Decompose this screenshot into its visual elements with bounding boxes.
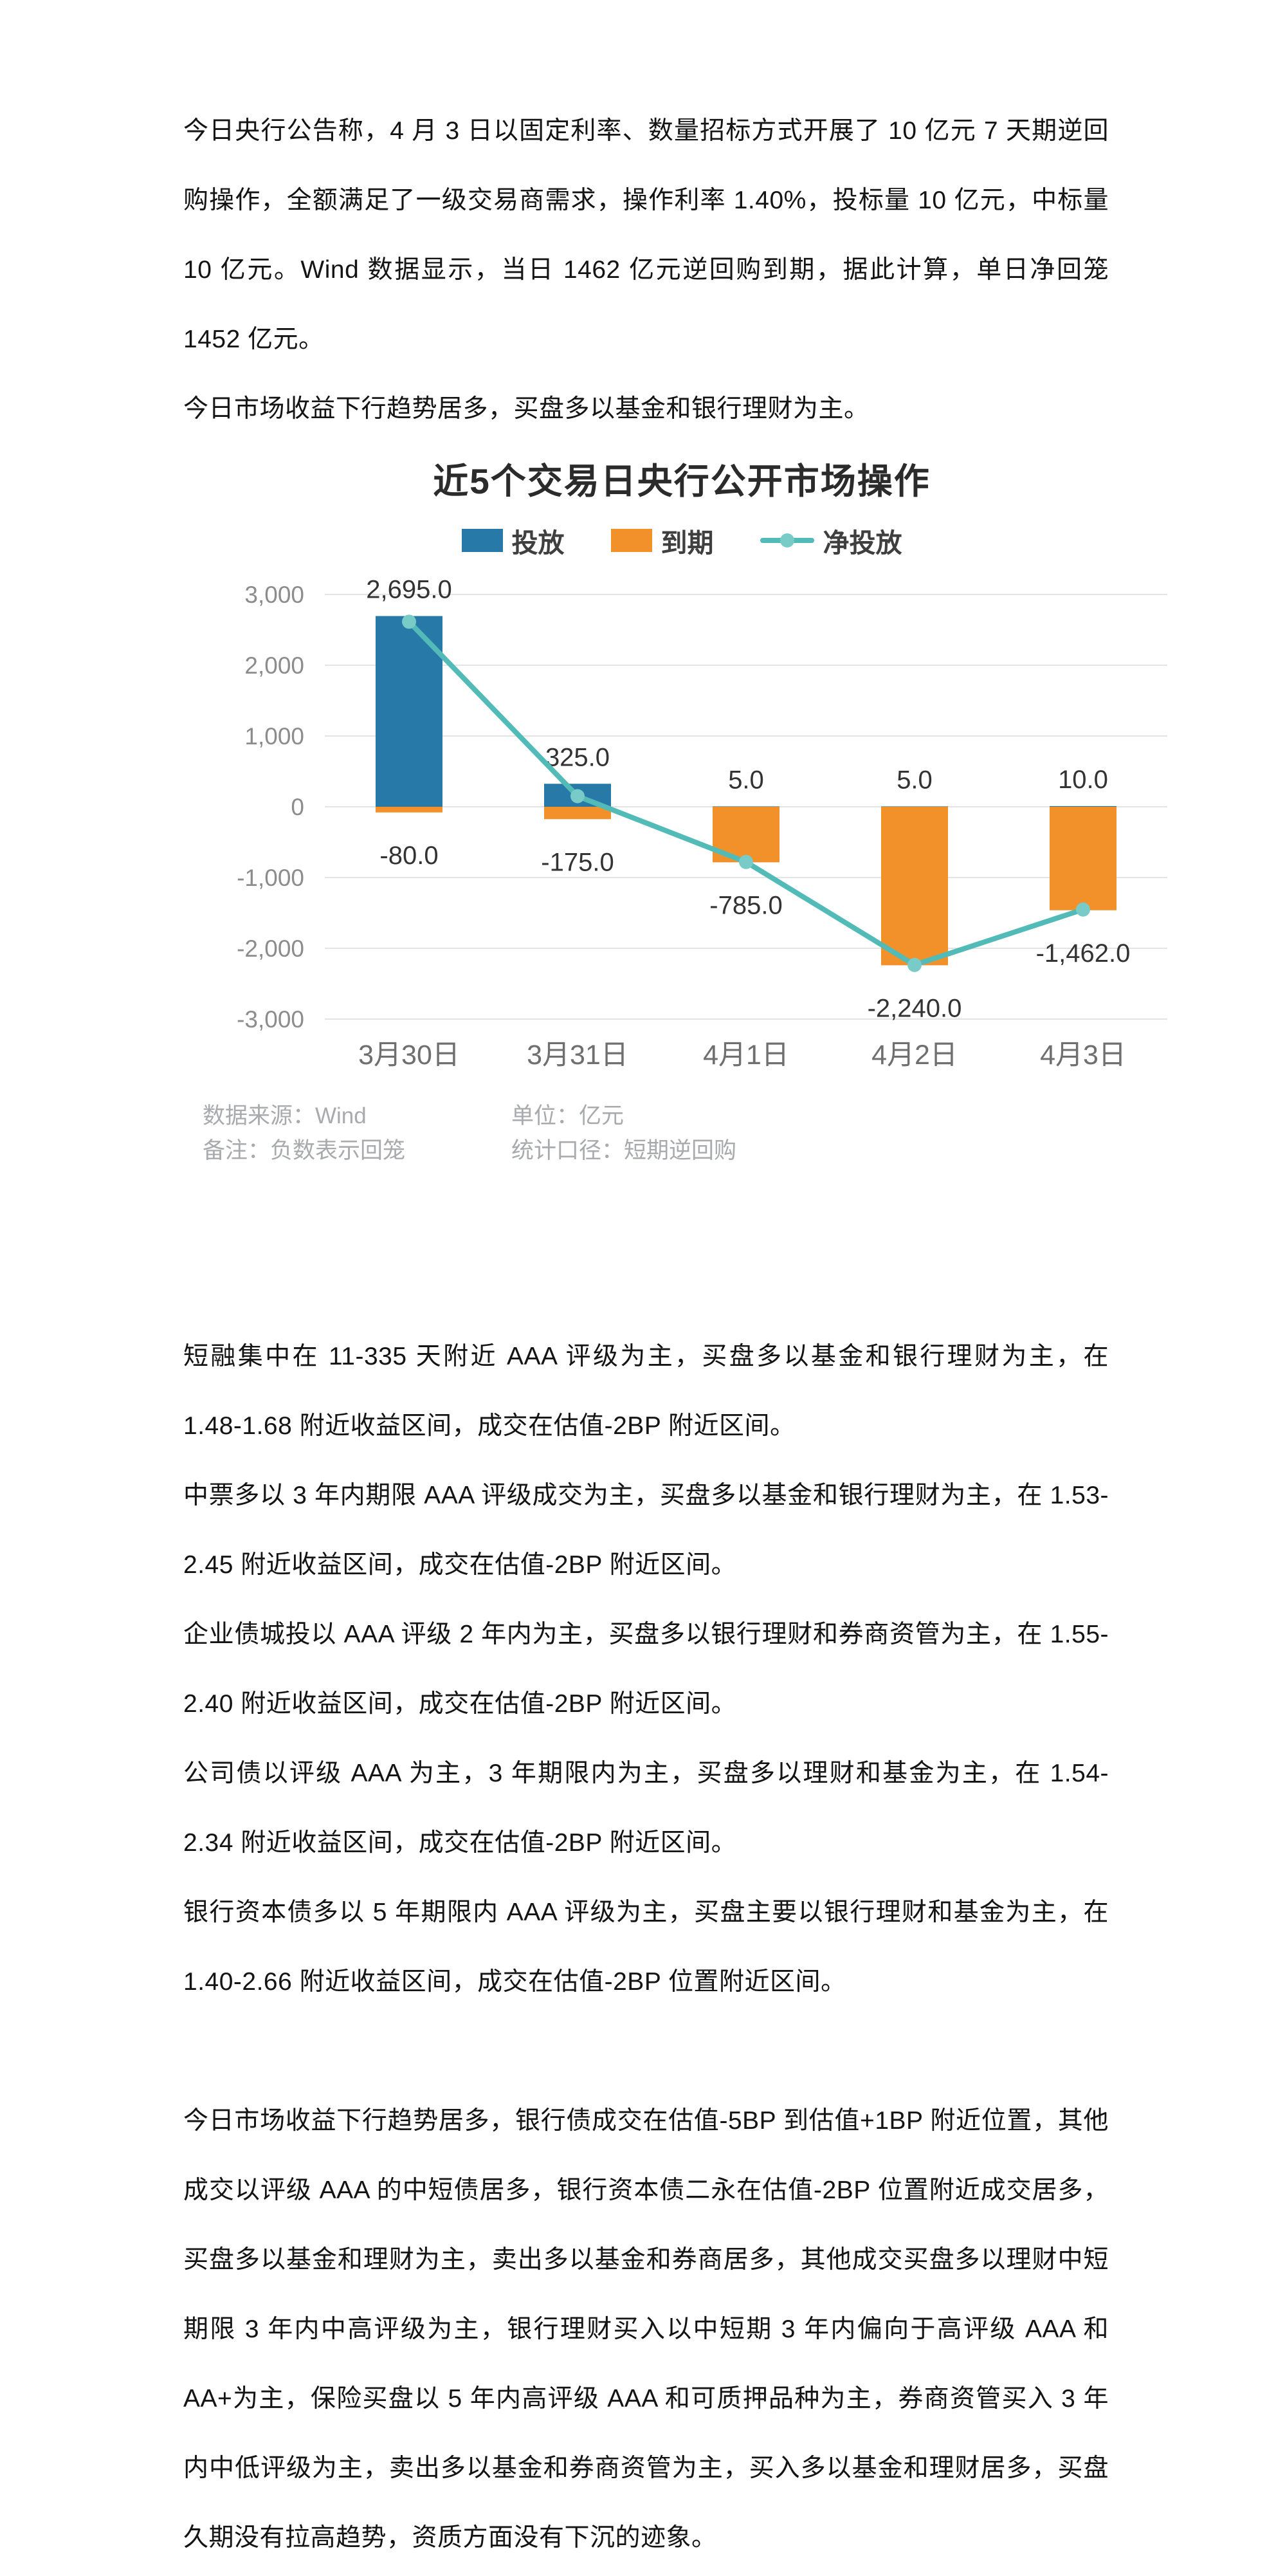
y-axis-tick-label: -1,000 — [237, 865, 304, 891]
x-axis-tick-label: 3月31日 — [527, 1040, 628, 1071]
data-label: -80.0 — [379, 842, 438, 870]
x-axis-tick-label: 4月3日 — [1040, 1040, 1126, 1071]
chart-source-note: 数据来源：Wind — [203, 1103, 367, 1128]
paragraph-corporate-bond-notes: 公司债以评级 AAA 为主，3 年期限内为主，买盘多以理财和基金为主，在 1.5… — [183, 1760, 1109, 1857]
bar-投放-4月2日 — [881, 806, 948, 807]
line-marker-4月1日 — [739, 854, 753, 869]
chart-title: 近5个交易日央行公开市场操作 — [433, 461, 931, 501]
data-label: -175.0 — [541, 848, 614, 876]
dot-glyph — [779, 533, 794, 547]
data-label: 5.0 — [897, 766, 933, 794]
bar-到期-4月2日 — [881, 807, 948, 966]
legend-label-injection: 投放 — [511, 528, 565, 558]
line-marker-3月30日 — [402, 614, 416, 629]
paragraph-omo-announcement: 今日央行公告称，4 月 3 日以固定利率、数量招标方式开展了 10 亿元 7 天… — [183, 117, 1109, 353]
x-axis-tick-label: 4月2日 — [871, 1040, 958, 1071]
bar-到期-3月31日 — [544, 807, 611, 820]
data-label: -785.0 — [709, 891, 782, 919]
bar-到期-4月3日 — [1050, 807, 1116, 910]
data-label: -1,462.0 — [1036, 939, 1131, 968]
line-marker-4月2日 — [907, 957, 922, 972]
y-axis-tick-label: -2,000 — [237, 935, 304, 962]
legend-label-net-injection: 净投放 — [823, 528, 902, 558]
legend-label-maturity: 到期 — [661, 528, 714, 558]
paragraph-market-detail: 今日市场收益下行趋势居多，银行债成交在估值-5BP 到估值+1BP 附近位置，其… — [183, 2107, 1109, 2552]
data-label: 10.0 — [1058, 766, 1108, 794]
bar-投放-4月1日 — [713, 806, 779, 807]
paragraph-mtn-notes: 中票多以 3 年内期限 AAA 评级成交为主，买盘多以基金和银行理财为主，在 1… — [183, 1482, 1109, 1579]
paragraph-cp-notes: 短融集中在 11-335 天附近 AAA 评级为主，买盘多以基金和银行理财为主，… — [183, 1343, 1109, 1440]
data-label: -2,240.0 — [868, 994, 962, 1022]
chart-scope-note: 统计口径：短期逆回购 — [511, 1138, 737, 1163]
line-marker-4月3日 — [1076, 902, 1090, 917]
maturity-swatch-icon — [610, 529, 652, 552]
chart-unit-note: 单位：亿元 — [511, 1103, 624, 1128]
x-axis-tick-label: 3月30日 — [358, 1040, 460, 1071]
line-marker-3月31日 — [570, 789, 585, 804]
data-label: 5.0 — [728, 766, 764, 794]
legend-item-maturity: 到期 — [610, 521, 714, 560]
chart-legend: 投放 到期 净投放 — [174, 521, 1190, 560]
net-injection-line-icon — [760, 529, 814, 552]
chart-footer: 数据来源：Wind 单位：亿元 备注：负数表示回笼 统计口径：短期逆回购 — [174, 1099, 1190, 1168]
legend-item-injection: 投放 — [461, 521, 565, 560]
y-axis-tick-label: -3,000 — [237, 1006, 304, 1033]
y-axis-tick-label: 1,000 — [244, 723, 304, 750]
legend-item-net-injection: 净投放 — [760, 521, 902, 560]
omo-chart: 近5个交易日央行公开市场操作 投放 到期 净投放 — [174, 455, 1190, 1168]
data-label: 2,695.0 — [366, 576, 451, 604]
injection-swatch-icon — [461, 529, 503, 552]
bar-到期-3月30日 — [376, 807, 442, 813]
x-axis-tick-label: 4月1日 — [703, 1040, 789, 1071]
y-axis-tick-label: 0 — [291, 794, 304, 820]
paragraph-bank-capital-bond-notes: 银行资本债多以 5 年期限内 AAA 评级为主，买盘主要以银行理财和基金为主，在… — [183, 1899, 1109, 1996]
bar-投放-4月3日 — [1050, 805, 1116, 807]
paragraph-market-summary: 今日市场收益下行趋势居多，买盘多以基金和银行理财为主。 — [183, 395, 870, 423]
y-axis-tick-label: 2,000 — [244, 652, 304, 679]
paragraph-enterprise-bond-notes: 企业债城投以 AAA 评级 2 年内为主，买盘多以银行理财和券商资管为主，在 1… — [183, 1621, 1109, 1718]
data-label: 325.0 — [545, 743, 610, 771]
chart-negative-note: 备注：负数表示回笼 — [203, 1138, 406, 1163]
chart-plot-area: 3,000 2,000 1,000 0 -1,000 -2,000 -3,000 2,695.… — [237, 576, 1167, 1071]
y-axis-tick-label: 3,000 — [244, 582, 304, 608]
